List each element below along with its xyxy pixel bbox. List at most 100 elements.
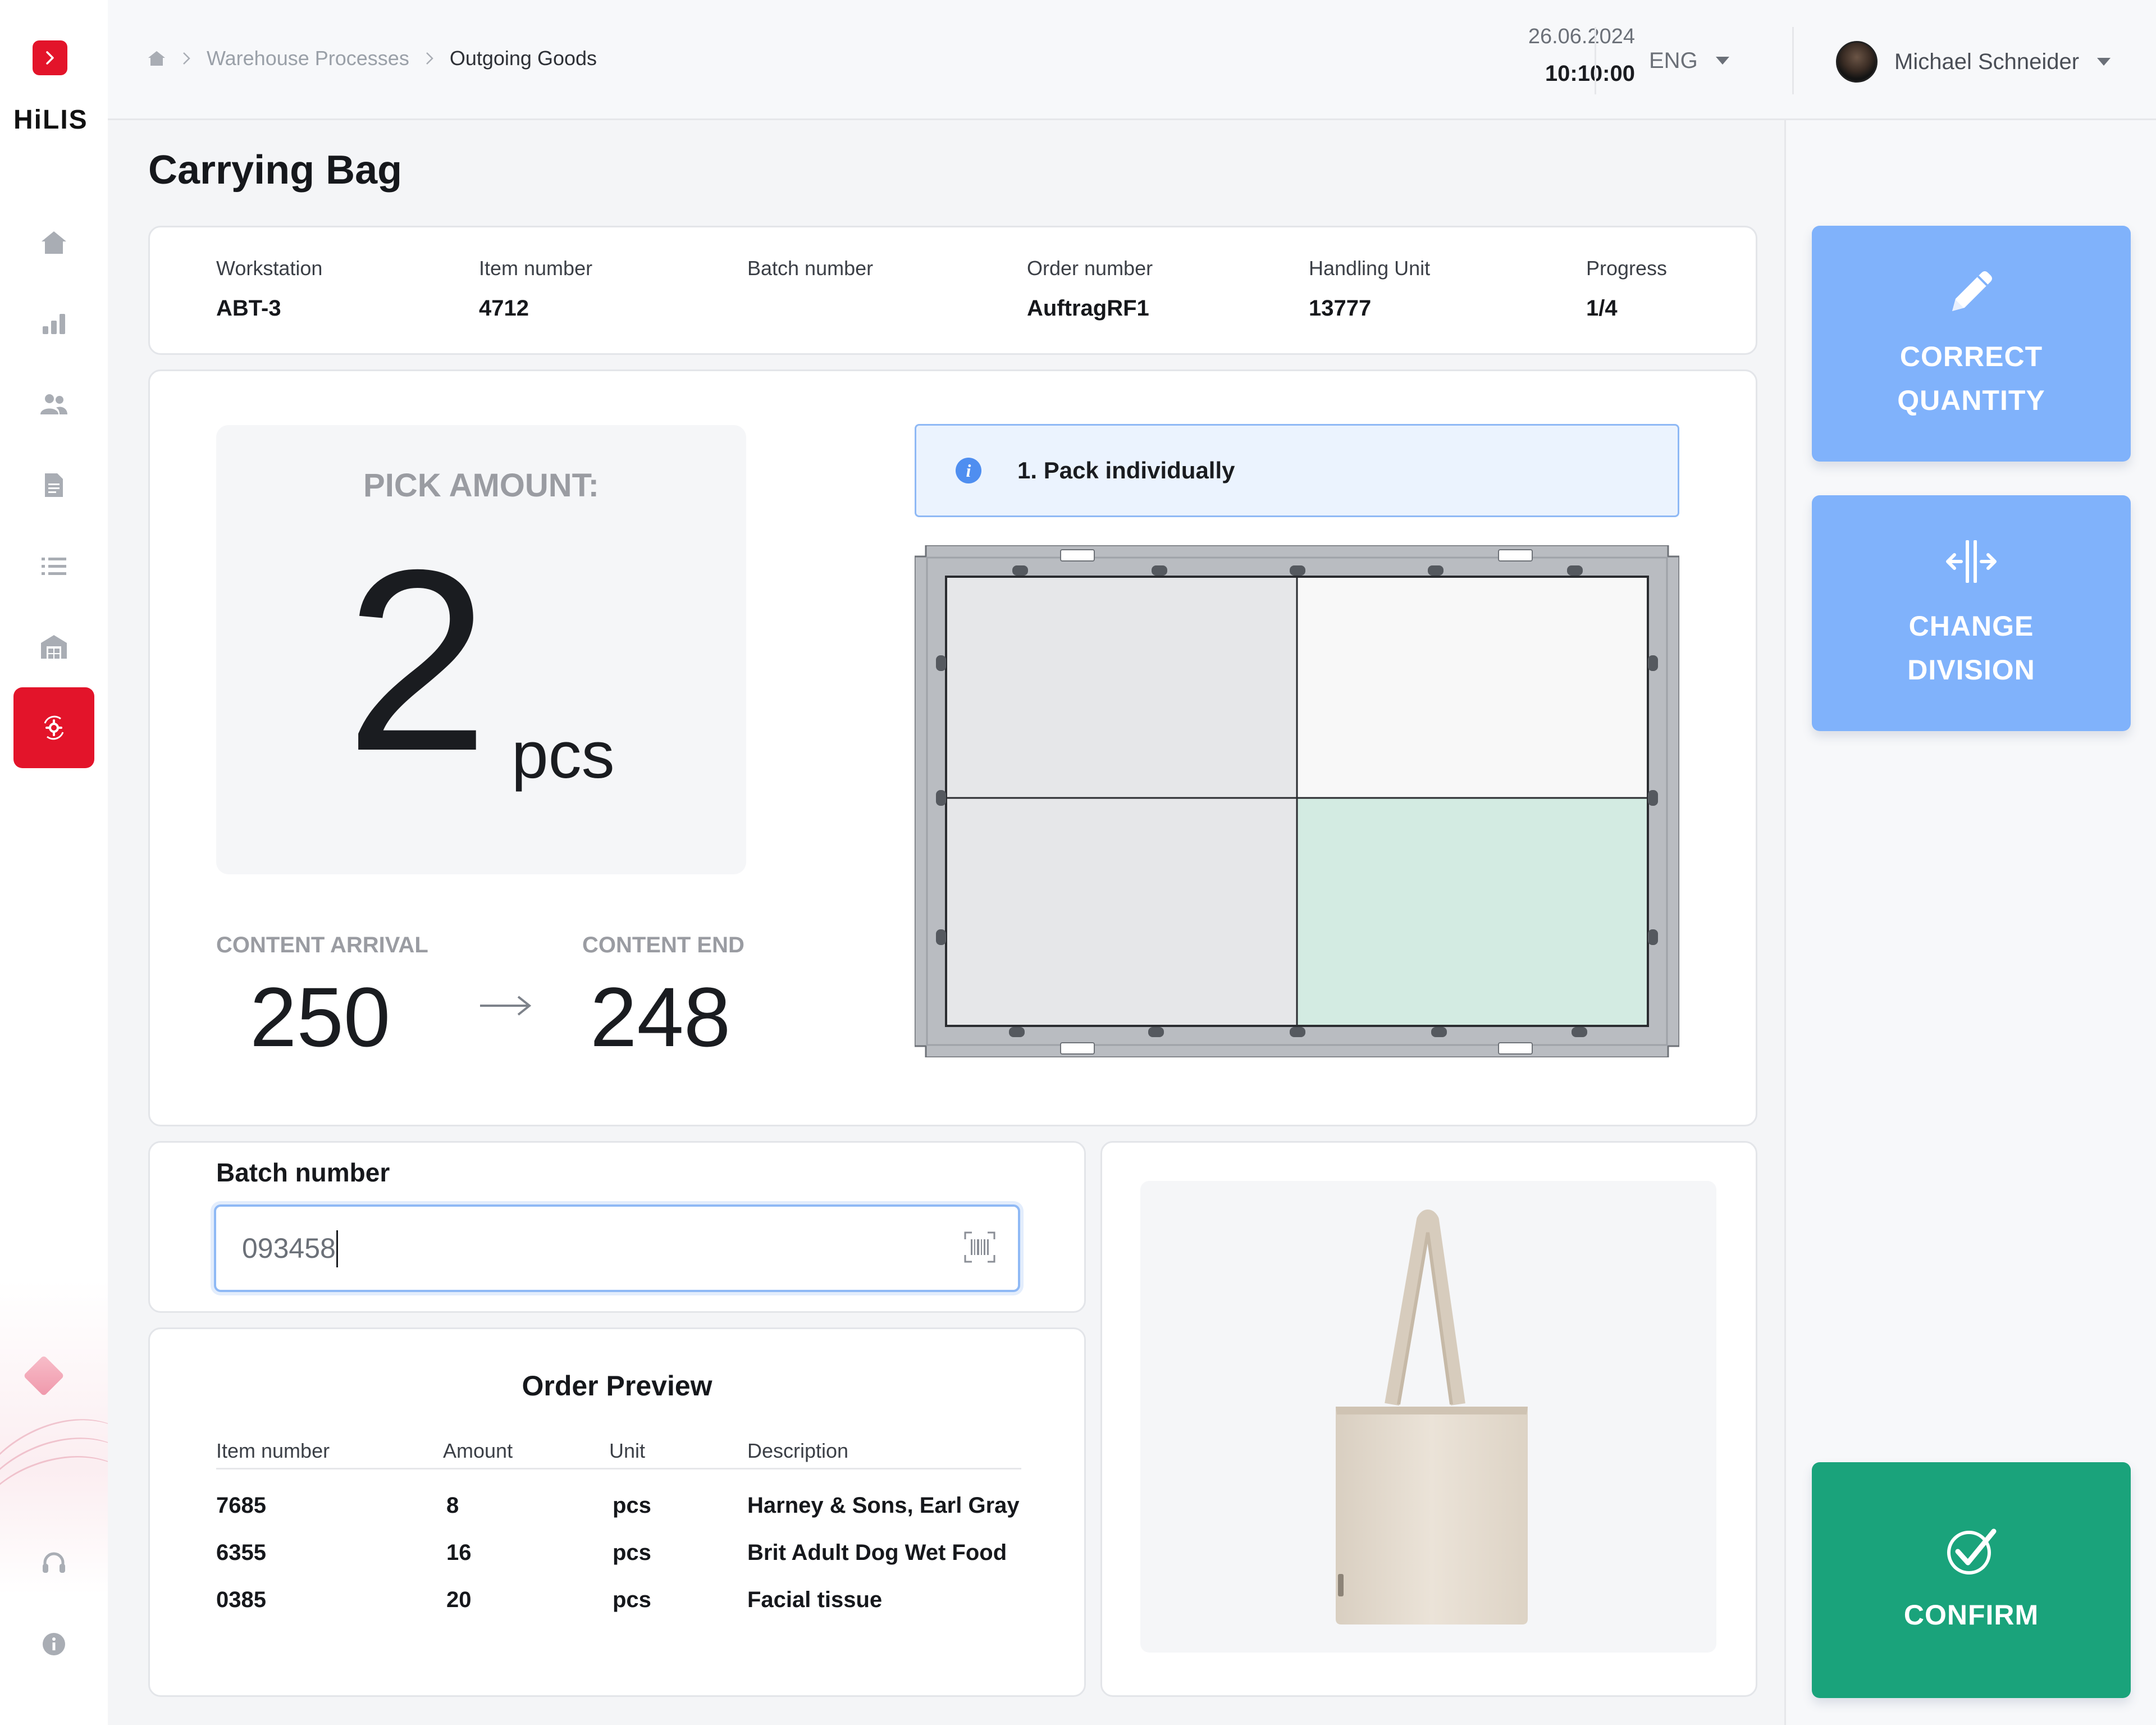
correct-quantity-button[interactable]: CORRECT QUANTITY [1812, 226, 2131, 462]
language-selector[interactable]: ENG [1649, 45, 1730, 76]
batch-number-input[interactable] [242, 1225, 916, 1272]
pick-amount-box: PICK AMOUNT: 2 pcs [216, 425, 746, 874]
user-name: Michael Schneider [1894, 49, 2080, 74]
table-header: Item number Amount Unit Description [216, 1434, 1021, 1470]
tray-compartment-bottom-left [946, 798, 1297, 1026]
content-arrival-label: CONTENT ARRIVAL [216, 933, 428, 957]
tote-bag-illustration [1336, 1210, 1528, 1624]
table-row: 0385 20 pcs Facial tissue [216, 1587, 883, 1612]
info-handling-unit: Handling Unit 13777 [1309, 257, 1431, 321]
breadcrumb-current: Outgoing Goods [449, 47, 597, 70]
info-batch-number: Batch number [747, 257, 874, 280]
headset-icon [43, 1552, 65, 1573]
column-description: Description [747, 1439, 849, 1462]
chevron-right-icon [426, 52, 433, 65]
pick-amount-value: 2 [345, 517, 489, 805]
content-arrival-value: 250 [250, 970, 391, 1064]
brand-logo: HiLIS [13, 105, 88, 135]
nav-processes[interactable] [13, 687, 94, 768]
nav-statistics[interactable] [13, 283, 94, 364]
date-time: 26.06.2024 10:10:00 [1433, 25, 1635, 86]
instruction-text: 1. Pack individually [1017, 457, 1235, 483]
nav-users[interactable] [13, 364, 94, 445]
pick-card: PICK AMOUNT: 2 pcs CONTENT ARRIVAL 250 C… [148, 369, 1757, 1126]
tray-clips [936, 565, 1658, 1037]
product-image [1140, 1181, 1716, 1653]
nav-support[interactable] [13, 1523, 94, 1604]
tray-division-diagram [915, 545, 1679, 1057]
change-division-line2: DIVISION [1907, 654, 2035, 686]
nav-warehouse[interactable] [13, 606, 94, 687]
content-end-label: CONTENT END [582, 933, 744, 957]
order-preview-table: Item number Amount Unit Description 7685… [216, 1434, 1021, 1623]
confirm-button[interactable]: CONFIRM [1812, 1462, 2131, 1698]
batch-number-label: Batch number [216, 1158, 390, 1187]
action-panel: CORRECT QUANTITY CHANGE DIVISION CONFIRM [1784, 120, 2156, 1725]
instruction-banner: i 1. Pack individually [915, 424, 1679, 517]
chevron-right-icon [183, 52, 190, 65]
change-division-button[interactable]: CHANGE DIVISION [1812, 495, 2131, 731]
sidebar-decoration [0, 1280, 108, 1611]
correct-quantity-line1: CORRECT [1899, 341, 2043, 372]
order-preview-title: Order Preview [522, 1370, 712, 1402]
tray-compartment-bottom-right [1297, 798, 1648, 1026]
home-icon[interactable] [147, 50, 166, 67]
column-item-number: Item number [216, 1439, 330, 1462]
pick-amount-title: PICK AMOUNT: [363, 467, 599, 504]
list-icon [42, 558, 66, 575]
info-icon [43, 1633, 65, 1655]
divider [1792, 27, 1794, 94]
info-progress: Progress 1/4 [1586, 257, 1668, 321]
content-end-value: 248 [590, 970, 731, 1064]
info-item-number: Item number 4712 [479, 257, 593, 321]
change-division-line1: CHANGE [1908, 610, 2034, 642]
tray-slot [1498, 1042, 1533, 1055]
bar-chart-icon [43, 314, 65, 334]
check-circle-icon [1947, 1528, 1997, 1575]
breadcrumb-warehouse-processes[interactable]: Warehouse Processes [207, 47, 409, 70]
home-icon [42, 231, 66, 254]
divider [1595, 27, 1596, 94]
batch-number-card: Batch number [148, 1141, 1086, 1313]
info-order-number: Order number AuftragRF1 [1027, 257, 1153, 321]
order-preview-card: Order Preview Item number Amount Unit De… [148, 1327, 1086, 1697]
tray-compartment-top-right [1297, 577, 1648, 798]
column-amount: Amount [443, 1439, 513, 1462]
user-menu[interactable]: Michael Schneider [1836, 39, 2112, 84]
sidebar: HiLIS [0, 0, 108, 1725]
pencil-icon [1952, 271, 1992, 311]
info-workstation: Workstation ABT-3 [216, 257, 323, 321]
current-time: 10:10:00 [1545, 61, 1635, 86]
nav-home[interactable] [13, 202, 94, 283]
gear-sync-icon [44, 715, 64, 740]
document-icon [45, 473, 63, 497]
tray-slot [1060, 1042, 1095, 1055]
warehouse-icon [41, 635, 67, 659]
order-info-card: Workstation ABT-3 Item number 4712 Batch… [148, 226, 1757, 355]
avatar [1836, 41, 1878, 83]
nav-info[interactable] [13, 1604, 94, 1685]
column-unit: Unit [609, 1439, 646, 1462]
tray-slot [1498, 549, 1533, 562]
pick-amount-unit: pcs [511, 718, 615, 792]
breadcrumb: Warehouse Processes Outgoing Goods [147, 40, 597, 76]
caret-down-icon [2097, 58, 2111, 66]
table-row: 6355 16 pcs Brit Adult Dog Wet Food [216, 1540, 1007, 1565]
tray-slot [1060, 549, 1095, 562]
confirm-label: CONFIRM [1903, 1599, 2039, 1631]
nav-list[interactable] [13, 526, 94, 606]
caret-down-icon [1715, 57, 1729, 65]
page-title: Carrying Bag [148, 148, 403, 193]
batch-number-field[interactable] [214, 1204, 1020, 1292]
chevron-right-icon [46, 51, 54, 65]
top-bar: Warehouse Processes Outgoing Goods 26.06… [108, 0, 2156, 120]
sidebar-toggle-button[interactable] [33, 40, 67, 75]
product-image-card [1100, 1141, 1757, 1697]
users-icon [40, 394, 67, 414]
nav-documents[interactable] [13, 445, 94, 526]
barcode-scan-icon[interactable] [964, 1231, 995, 1263]
current-date: 26.06.2024 [1528, 25, 1635, 48]
info-icon: i [956, 458, 981, 483]
tray-inner-rim [926, 556, 1668, 1046]
correct-quantity-line2: QUANTITY [1897, 385, 2045, 416]
